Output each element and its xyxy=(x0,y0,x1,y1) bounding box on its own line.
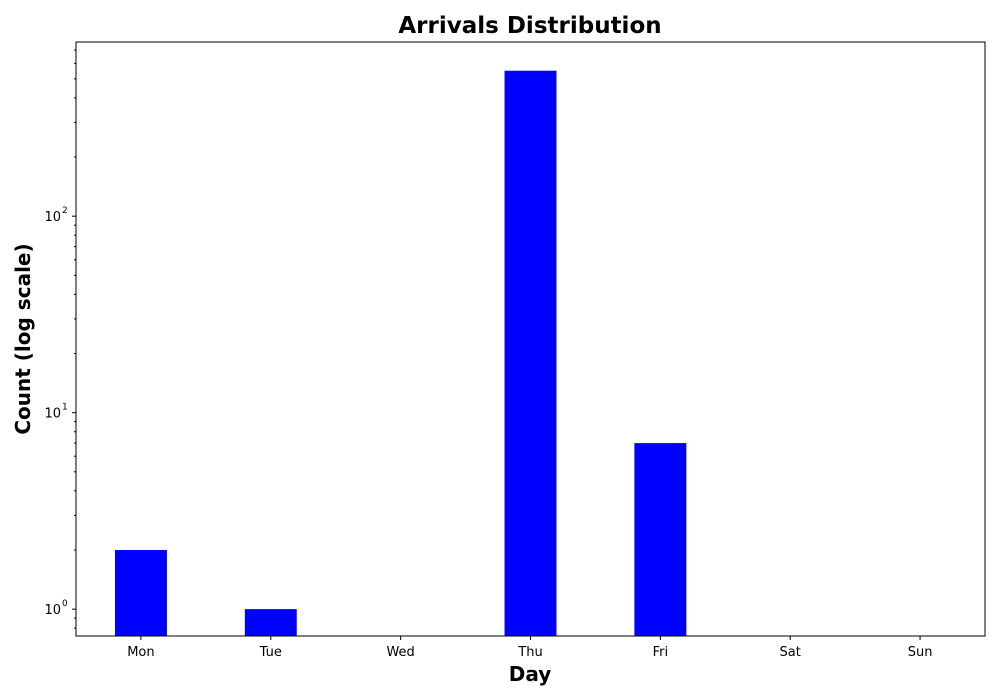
bar-fri xyxy=(634,443,687,636)
x-tick-label: Wed xyxy=(386,645,414,660)
x-ticks-group: Mon Tue Wed Thu Fri Sat Sun xyxy=(127,636,932,660)
x-axis-label: Day xyxy=(509,662,552,686)
bar-thu xyxy=(504,70,557,637)
y-tick-label: 10 2 xyxy=(44,206,67,225)
y-tick-label: 10 0 xyxy=(44,599,68,618)
y-tick-exponent: 2 xyxy=(62,206,68,216)
y-tick-base: 10 xyxy=(44,407,61,422)
x-tick-label: Fri xyxy=(653,645,669,660)
y-tick-base: 10 xyxy=(44,603,61,618)
x-tick-label: Sat xyxy=(780,645,801,660)
plot-frame xyxy=(75,41,986,637)
bar-mon xyxy=(114,549,167,636)
x-tick-label: Mon xyxy=(127,645,154,660)
y-tick-exponent: 1 xyxy=(62,403,68,413)
bar-tue xyxy=(244,609,297,636)
x-tick-label: Sun xyxy=(908,645,933,660)
x-tick-label: Thu xyxy=(517,645,542,660)
y-tick-exponent: 0 xyxy=(62,599,68,609)
chart-title: Arrivals Distribution xyxy=(398,13,661,39)
y-tick-label: 10 1 xyxy=(44,403,67,422)
y-tick-base: 10 xyxy=(44,210,61,225)
x-tick-label: Tue xyxy=(259,645,282,660)
bars-group xyxy=(114,70,687,637)
y-axis-label: Count (log scale) xyxy=(11,243,35,434)
